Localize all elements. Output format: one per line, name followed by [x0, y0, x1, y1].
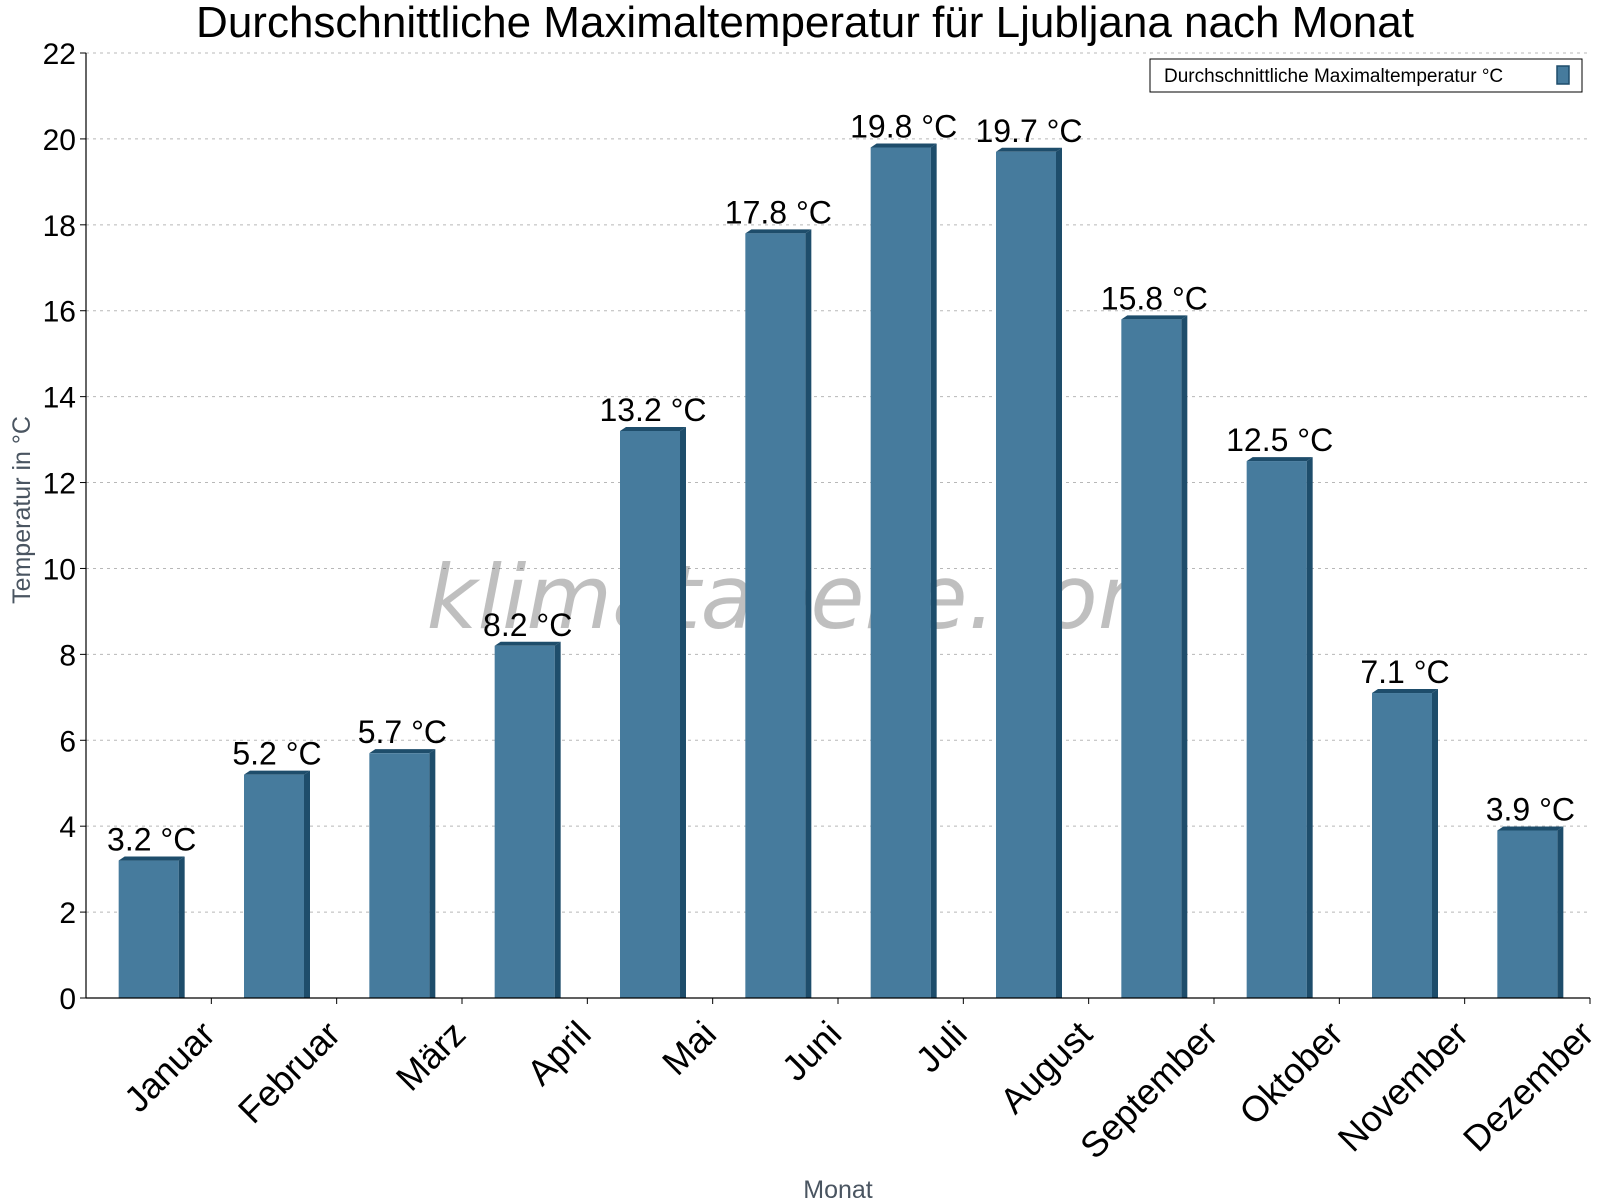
x-tick-label: Mai	[654, 1013, 724, 1083]
chart-title: Durchschnittliche Maximaltemperatur für …	[196, 0, 1414, 47]
x-tick-label: Februar	[230, 1013, 348, 1131]
x-tick-label: April	[519, 1013, 599, 1093]
y-axis-ticks: 0 2 4 6 8 10 12 14 16 18 20 22	[43, 38, 86, 1016]
y-tick-label: 10	[43, 553, 76, 586]
data-label: 7.1 °C	[1360, 654, 1449, 690]
data-label: 13.2 °C	[599, 392, 706, 428]
x-tick-label: Januar	[116, 1013, 223, 1120]
legend-label: Durchschnittliche Maximaltemperatur °C	[1164, 66, 1503, 87]
bar-side	[1557, 826, 1564, 998]
legend-box	[1149, 58, 1583, 93]
bar-side	[178, 856, 185, 998]
y-tick-label: 18	[43, 210, 76, 243]
bar	[494, 645, 555, 998]
y-tick-label: 4	[59, 811, 76, 844]
data-label: 3.9 °C	[1486, 791, 1575, 827]
y-tick-label: 14	[43, 382, 76, 415]
bar-top	[369, 749, 436, 754]
data-label: 19.8 °C	[850, 109, 957, 145]
bar-side	[680, 427, 686, 998]
bar-top	[494, 641, 561, 646]
y-tick-label: 12	[43, 468, 76, 501]
data-label: 3.2 °C	[107, 822, 196, 858]
y-axis-label: Temperatur in °C	[8, 416, 36, 604]
x-tick-label: August	[992, 1013, 1100, 1121]
bar	[1372, 693, 1432, 998]
bar-top	[1246, 457, 1313, 462]
bar	[620, 431, 680, 998]
bar	[1121, 319, 1182, 998]
bar	[1497, 830, 1558, 998]
bar	[996, 151, 1056, 998]
legend: Durchschnittliche Maximaltemperatur °C	[1149, 58, 1583, 93]
bar-side	[1181, 315, 1188, 998]
y-tick-label: 2	[59, 897, 76, 930]
x-axis-ticks: Januar Februar März April Mai Juni Juli AugustS…	[116, 998, 1600, 1167]
data-label: 5.2 °C	[232, 736, 321, 772]
bar-side	[304, 770, 310, 998]
bar-top	[1372, 689, 1438, 694]
axes	[85, 53, 1590, 999]
bar-top	[1121, 315, 1188, 320]
y-tick-label: 8	[59, 639, 76, 672]
bar	[870, 147, 931, 998]
x-tick-label: November	[1330, 1013, 1476, 1159]
bar-top	[244, 770, 310, 775]
y-tick-label: 20	[43, 124, 76, 157]
y-tick-label: 6	[59, 725, 76, 758]
legend-swatch	[1556, 65, 1570, 85]
bar	[1246, 461, 1307, 998]
bar-top	[118, 856, 185, 861]
bar-side	[554, 641, 561, 998]
bar-side	[429, 749, 436, 998]
bar-side	[1056, 147, 1062, 998]
data-label: 8.2 °C	[483, 607, 572, 643]
data-label: 15.8 °C	[1101, 280, 1208, 316]
bar-top	[996, 147, 1062, 152]
x-tick-label: Oktober	[1231, 1013, 1351, 1133]
bar	[369, 753, 430, 998]
y-tick-label: 0	[59, 983, 76, 1016]
bar-top	[870, 143, 937, 148]
data-label: 5.7 °C	[358, 714, 447, 750]
y-tick-label: 22	[43, 38, 76, 71]
x-tick-label: Dezember	[1455, 1013, 1600, 1159]
bar-top	[620, 427, 686, 431]
bar-side	[1306, 457, 1313, 998]
data-label: 12.5 °C	[1226, 422, 1333, 458]
bar	[745, 233, 806, 999]
bar	[118, 860, 179, 998]
x-tick-label: Juli	[908, 1013, 975, 1080]
bar-side	[805, 229, 812, 999]
bar-top	[1497, 826, 1564, 831]
bar-side	[1432, 689, 1438, 998]
grid	[86, 52, 1590, 913]
bar-top	[745, 229, 812, 234]
data-label: 19.7 °C	[975, 113, 1082, 149]
data-label: 17.8 °C	[725, 194, 832, 230]
x-tick-label: März	[388, 1013, 474, 1099]
bar	[244, 774, 304, 998]
y-tick-label: 16	[43, 296, 76, 329]
x-tick-label: Juni	[774, 1013, 850, 1089]
bars: 3.2 °C 5.2 °C 5.7 °C 8.2 °C 13.2 °C 17.8 °C 19…	[107, 109, 1575, 999]
bar-side	[930, 143, 937, 998]
x-tick-label: September	[1072, 1013, 1226, 1167]
x-axis-label: Monat	[803, 1176, 873, 1200]
